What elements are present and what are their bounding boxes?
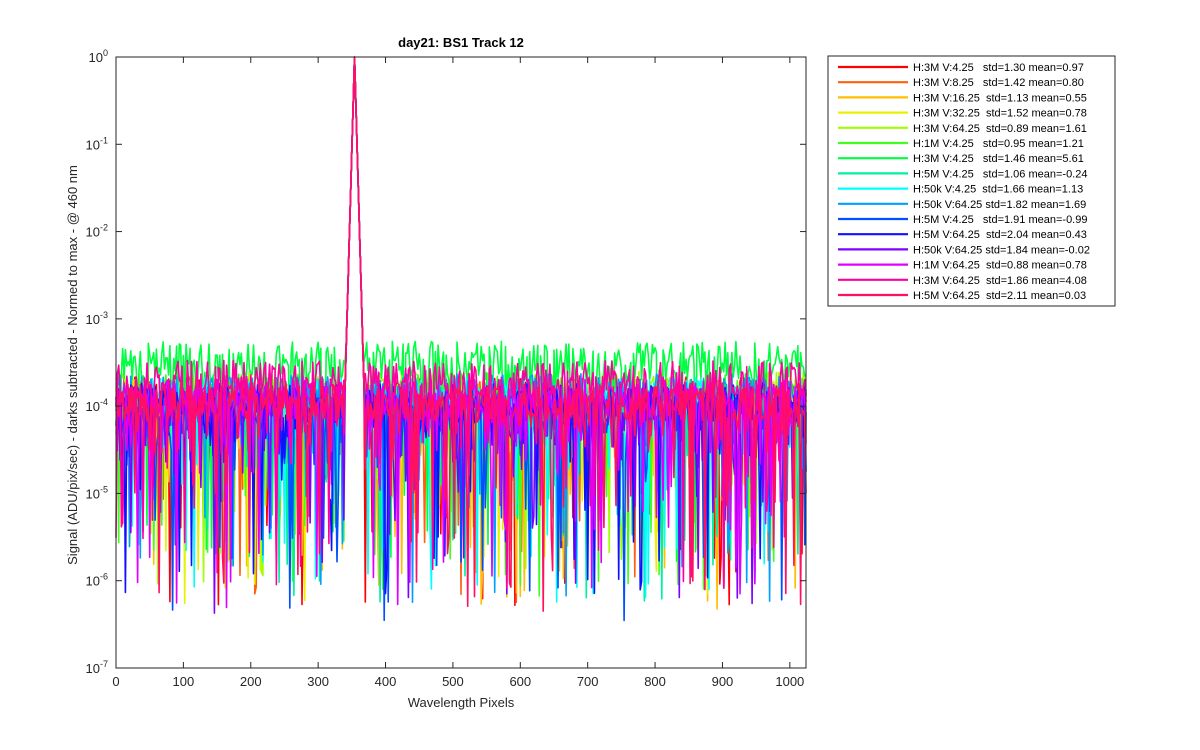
legend: H:3M V:4.25 std=1.30 mean=0.97 H:3M V:8.2… [827,55,1116,307]
y-tick-label: 10-3 [86,310,108,327]
legend-label: H:3M V:4.25 std=1.46 mean=5.61 [913,153,1084,165]
ticks-group: 0 100 200 300 400 500 600 700 800 900 1000 10-7 10-6… [86,48,806,689]
legend-item: H:3M V:8.25 std=1.42 mean=0.80 [838,77,1084,89]
x-tick-label: 700 [577,674,599,689]
x-tick-label: 900 [712,674,734,689]
series-line [115,56,807,612]
y-tick-label: 10-6 [86,572,108,589]
legend-item: H:3M V:32.25 std=1.52 mean=0.78 [838,108,1087,120]
legend-item: H:50k V:4.25 std=1.66 mean=1.13 [838,184,1083,196]
x-axis-label: Wavelength Pixels [408,695,515,710]
legend-item: H:3M V:64.25 std=0.89 mean=1.61 [838,123,1087,135]
legend-label: H:50k V:4.25 std=1.66 mean=1.13 [913,184,1083,196]
legend-item: H:50k V:64.25 std=1.84 mean=-0.02 [838,244,1090,256]
legend-label: H:3M V:64.25 std=0.89 mean=1.61 [913,123,1087,135]
x-tick-label: 500 [442,674,464,689]
chart-title: day21: BS1 Track 12 [398,35,524,50]
legend-label: H:1M V:4.25 std=0.95 mean=1.21 [913,138,1084,150]
y-tick-label: 10-5 [86,484,108,501]
legend-label: H:50k V:64.25 std=1.84 mean=-0.02 [913,244,1090,256]
x-tick-label: 200 [240,674,262,689]
legend-label: H:5M V:4.25 std=1.91 mean=-0.99 [913,214,1087,226]
legend-item: H:50k V:64.25 std=1.82 mean=1.69 [838,199,1086,211]
legend-item: H:5M V:64.25 std=2.11 mean=0.03 [838,290,1086,302]
y-tick-label: 10-2 [86,223,108,240]
series-group [115,56,807,622]
legend-label: H:3M V:4.25 std=1.30 mean=0.97 [913,62,1084,74]
legend-item: H:1M V:4.25 std=0.95 mean=1.21 [838,138,1084,150]
y-tick-label: 10-4 [86,397,108,414]
legend-label: H:3M V:16.25 std=1.13 mean=0.55 [913,92,1087,104]
y-tick-label: 10-7 [86,659,108,676]
legend-label: H:5M V:64.25 std=2.11 mean=0.03 [913,290,1086,302]
x-tick-label: 0 [112,674,119,689]
legend-item: H:3M V:4.25 std=1.46 mean=5.61 [838,153,1084,165]
legend-label: H:5M V:4.25 std=1.06 mean=-0.24 [913,168,1087,180]
y-axis-label: Signal (ADU/pix/sec) - darks subtracted … [65,165,80,565]
legend-label: H:3M V:8.25 std=1.42 mean=0.80 [913,77,1084,89]
legend-item: H:3M V:64.25 std=1.86 mean=4.08 [838,275,1087,287]
x-tick-label: 1000 [775,674,804,689]
x-tick-label: 400 [375,674,397,689]
x-tick-label: 800 [644,674,666,689]
legend-items: H:3M V:4.25 std=1.30 mean=0.97 H:3M V:8.2… [838,62,1090,302]
legend-item: H:5M V:4.25 std=1.06 mean=-0.24 [838,168,1087,180]
x-tick-label: 600 [509,674,531,689]
y-tick-label: 100 [89,48,108,65]
legend-label: H:50k V:64.25 std=1.82 mean=1.69 [913,199,1086,211]
x-tick-label: 300 [307,674,329,689]
x-tick-label: 100 [173,674,195,689]
legend-item: H:3M V:16.25 std=1.13 mean=0.55 [838,92,1087,104]
plot-frame [115,56,807,669]
y-tick-label: 10-1 [86,135,108,152]
legend-label: H:3M V:64.25 std=1.86 mean=4.08 [913,275,1087,287]
legend-item: H:5M V:64.25 std=2.04 mean=0.43 [838,229,1087,241]
legend-item: H:1M V:64.25 std=0.88 mean=0.78 [838,260,1087,272]
legend-item: H:3M V:4.25 std=1.30 mean=0.97 [838,62,1084,74]
legend-item: H:5M V:4.25 std=1.91 mean=-0.99 [838,214,1087,226]
legend-label: H:1M V:64.25 std=0.88 mean=0.78 [913,260,1087,272]
legend-label: H:3M V:32.25 std=1.52 mean=0.78 [913,108,1087,120]
legend-label: H:5M V:64.25 std=2.04 mean=0.43 [913,229,1087,241]
